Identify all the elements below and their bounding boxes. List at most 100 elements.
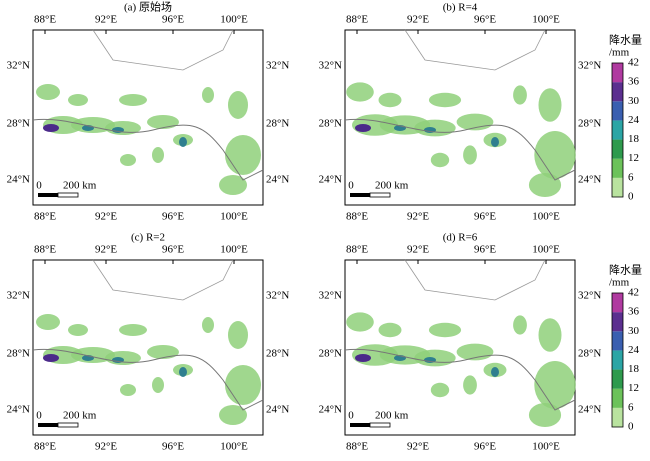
precip-area: [119, 324, 147, 336]
precip-area: [152, 377, 164, 393]
lon-label: 92°E: [95, 211, 117, 223]
colorbar-tick-label: 30: [628, 95, 640, 107]
colorbar-tick-label: 24: [628, 114, 640, 126]
colorbar-unit: /mm: [609, 47, 630, 59]
lat-label: 24°N: [7, 174, 30, 186]
precip-area: [68, 94, 88, 106]
lon-label: 88°E: [346, 14, 368, 26]
lon-label: 100°E: [220, 441, 248, 453]
lat-label: 32°N: [266, 290, 289, 302]
colorbar-tick-label: 36: [628, 76, 640, 88]
lat-label: 32°N: [319, 290, 342, 302]
precip-area: [378, 322, 402, 338]
lon-label: 96°E: [162, 211, 184, 223]
colorbar-segment: [612, 407, 623, 427]
lon-label: 92°E: [407, 211, 429, 223]
colorbar-tick-label: 0: [628, 421, 634, 433]
panel-title: (d) R=6: [443, 232, 478, 244]
lat-label: 32°N: [7, 290, 30, 302]
colorbar-segment: [612, 82, 623, 102]
lat-label: 28°N: [578, 118, 601, 130]
precip-area: [346, 82, 374, 102]
map-panel: (a) 原始场 88°E 88°E 92°E 92°E 96°E 96°E 100°E 100°…: [7, 0, 290, 223]
lon-label: 96°E: [474, 441, 496, 453]
lon-label: 92°E: [95, 441, 117, 453]
lat-label: 24°N: [319, 404, 342, 416]
lat-label: 32°N: [7, 60, 30, 72]
colorbar-tick-label: 0: [628, 191, 634, 203]
map-panel: (d) R=6 88°E 88°E 92°E 92°E 96°E 96°E 100°E 100°…: [319, 232, 642, 453]
precip-area: [120, 154, 136, 166]
colorbar-tick-label: 6: [628, 401, 634, 413]
scale-bar-black: [350, 193, 370, 197]
scale-bar-black: [350, 423, 370, 427]
precip-area: [414, 349, 456, 367]
scale-bar-white: [57, 192, 79, 198]
lat-label: 24°N: [319, 174, 342, 186]
colorbar-title: 降水量: [609, 263, 642, 277]
lat-label: 28°N: [7, 348, 30, 360]
lon-label: 96°E: [162, 244, 184, 256]
precip-area: [513, 85, 527, 105]
colorbar-tick-label: 6: [628, 171, 634, 183]
precip-area: [534, 131, 576, 179]
lon-label: 100°E: [220, 244, 248, 256]
precip-core: [491, 137, 499, 147]
precip-area: [463, 375, 477, 395]
border-line: [344, 118, 576, 181]
scale-bar-black: [38, 193, 58, 197]
lat-label: 28°N: [578, 348, 601, 360]
map-panel: (c) R=2 88°E 88°E 92°E 92°E 96°E 96°E 100°E 100°…: [7, 232, 290, 453]
scale-length: 200 km: [63, 410, 97, 422]
precip-area: [538, 318, 562, 352]
precip-area: [225, 135, 261, 175]
lon-label: 96°E: [474, 14, 496, 26]
lon-label: 88°E: [346, 244, 368, 256]
lon-label: 92°E: [407, 244, 429, 256]
precip-area: [228, 321, 248, 349]
lat-label: 24°N: [266, 174, 289, 186]
scale-bar-white: [57, 422, 79, 428]
panel-title: (b) R=4: [443, 2, 478, 14]
precip-core: [179, 367, 187, 377]
lon-label: 92°E: [95, 244, 117, 256]
colorbar-tick-label: 24: [628, 344, 640, 356]
lon-label: 96°E: [474, 211, 496, 223]
precip-area: [202, 317, 214, 333]
colorbar-tick-label: 42: [628, 287, 639, 299]
precip-area: [36, 314, 60, 330]
precip-core: [355, 124, 371, 132]
precip-area: [119, 94, 147, 106]
lat-label: 24°N: [578, 404, 601, 416]
scale-start: 0: [348, 180, 354, 192]
colorbar-segment: [612, 350, 623, 370]
scale-bar-black: [38, 423, 58, 427]
precip-core: [43, 124, 59, 132]
lat-label: 28°N: [266, 348, 289, 360]
lon-label: 100°E: [532, 211, 560, 223]
lon-label: 88°E: [34, 244, 56, 256]
lat-label: 28°N: [7, 118, 30, 130]
precip-area: [68, 324, 88, 336]
colorbar-tick-label: 12: [628, 382, 639, 394]
precip-area: [538, 88, 562, 122]
precip-area: [528, 173, 562, 197]
lon-label: 100°E: [220, 211, 248, 223]
precip-area: [120, 384, 136, 396]
lon-label: 100°E: [532, 244, 560, 256]
precip-area: [430, 152, 450, 168]
precip-area: [513, 315, 527, 335]
lat-label: 24°N: [7, 404, 30, 416]
lon-label: 100°E: [220, 14, 248, 26]
border-line: [92, 29, 234, 71]
precip-area: [219, 405, 247, 425]
colorbar-segment: [612, 369, 623, 389]
border-line: [404, 29, 546, 71]
precip-area: [228, 91, 248, 119]
panel-title: (a) 原始场: [124, 0, 172, 14]
border-line: [32, 348, 264, 411]
precip-area: [414, 119, 456, 137]
lon-label: 88°E: [34, 211, 56, 223]
border-line: [404, 259, 546, 301]
